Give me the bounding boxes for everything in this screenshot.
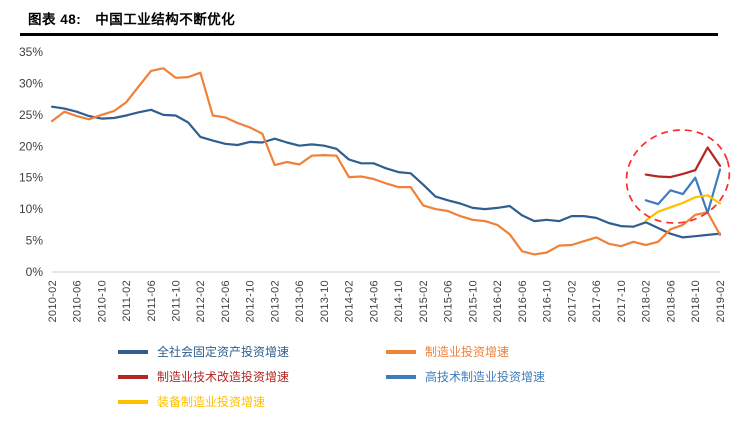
svg-text:2011-10: 2011-10 [171,280,183,322]
legend-item-manufacturing-investment: 制造业投资增速 [386,343,654,360]
svg-text:2013-10: 2013-10 [319,280,331,322]
svg-text:2018-06: 2018-06 [665,280,677,322]
svg-text:2013-02: 2013-02 [270,280,282,322]
svg-text:2016-02: 2016-02 [492,280,504,322]
highlight-ellipse [625,129,731,224]
legend-line-swatch [386,349,416,354]
svg-text:2017-10: 2017-10 [616,280,628,322]
legend-item-equipment-manufacturing-investment: 装备制造业投资增速 [118,393,386,410]
legend-line-swatch [118,349,148,354]
svg-text:2013-06: 2013-06 [294,280,306,322]
svg-text:2017-06: 2017-06 [591,280,603,322]
legend-line-swatch [118,374,148,379]
svg-text:2018-02: 2018-02 [641,280,653,322]
svg-text:2010-06: 2010-06 [72,280,84,322]
svg-text:2011-06: 2011-06 [146,280,158,322]
svg-text:2012-06: 2012-06 [220,280,232,322]
svg-text:5%: 5% [26,234,44,248]
svg-text:2016-10: 2016-10 [542,280,554,322]
svg-text:2014-10: 2014-10 [393,280,405,322]
svg-text:20%: 20% [19,139,43,153]
legend-item-hightech-manufacturing-investment: 高技术制造业投资增速 [386,368,654,385]
figure-header: 图表 48: 中国工业结构不断优化 [0,0,740,33]
svg-text:2011-02: 2011-02 [121,280,133,322]
legend-label: 高技术制造业投资增速 [425,370,546,384]
svg-text:15%: 15% [19,171,43,185]
chart-area: 0% 5% 10% 15% 20% 25% 30% 35% 2010-02 2010-06 2010… [0,36,740,339]
svg-text:2017-02: 2017-02 [566,280,578,322]
chart-legend: 全社会固定资产投资增速 制造业投资增速 制造业技术改造投资增速 高技术制造业投资… [118,343,740,410]
legend-grid: 全社会固定资产投资增速 制造业投资增速 制造业技术改造投资增速 高技术制造业投资… [118,343,740,410]
svg-text:2012-10: 2012-10 [245,280,257,322]
legend-line-swatch [118,399,148,404]
legend-label: 制造业技术改造投资增速 [157,370,290,384]
svg-text:2010-02: 2010-02 [47,280,59,322]
svg-text:25%: 25% [19,108,43,122]
svg-text:2015-06: 2015-06 [443,280,455,322]
header-rule [20,33,718,36]
legend-item-fixed-asset-investment: 全社会固定资产投资增速 [118,343,386,360]
figure-number-label: 图表 48: [28,12,82,27]
svg-text:2015-10: 2015-10 [467,280,479,322]
svg-text:2012-02: 2012-02 [195,280,207,322]
svg-text:2015-02: 2015-02 [418,280,430,322]
svg-text:10%: 10% [19,202,43,216]
line-chart: 0% 5% 10% 15% 20% 25% 30% 35% 2010-02 2010-06 2010… [19,45,731,322]
legend-item-tech-transformation-investment: 制造业技术改造投资增速 [118,368,386,385]
legend-label: 装备制造业投资增速 [157,395,266,409]
legend-line-swatch [386,374,416,379]
figure-title: 中国工业结构不断优化 [95,12,236,27]
svg-text:35%: 35% [19,45,43,59]
svg-text:2018-10: 2018-10 [690,280,702,322]
svg-text:30%: 30% [19,76,43,90]
svg-text:0%: 0% [26,265,44,279]
svg-text:2016-06: 2016-06 [517,280,529,322]
svg-text:2014-06: 2014-06 [368,280,380,322]
legend-label: 制造业投资增速 [425,345,510,359]
svg-text:2010-10: 2010-10 [96,280,108,322]
svg-text:2014-02: 2014-02 [344,280,356,322]
svg-text:2019-02: 2019-02 [715,280,727,322]
legend-label: 全社会固定资产投资增速 [157,345,290,359]
